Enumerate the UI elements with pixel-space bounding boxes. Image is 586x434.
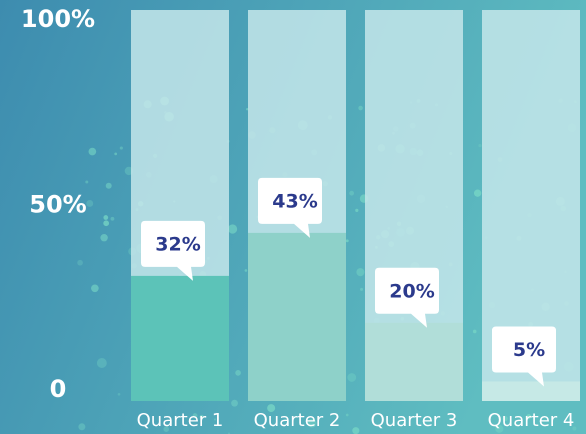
x-tick-label: Quarter 2 xyxy=(254,410,341,431)
value-label: 32% xyxy=(155,233,200,255)
x-tick-label: Quarter 4 xyxy=(488,410,575,431)
dot xyxy=(110,216,115,221)
dot xyxy=(96,358,107,368)
value-label: 43% xyxy=(272,190,317,212)
value-label: 5% xyxy=(513,339,545,361)
dot xyxy=(192,413,198,419)
bar xyxy=(365,322,463,401)
dot xyxy=(472,329,477,334)
dot xyxy=(231,399,238,407)
dot xyxy=(199,414,204,419)
bar xyxy=(482,381,580,401)
dot xyxy=(85,180,89,184)
callout-box xyxy=(141,220,205,281)
dot xyxy=(91,284,99,293)
dot xyxy=(355,208,359,212)
dot xyxy=(103,220,110,227)
bar xyxy=(248,232,346,401)
dot xyxy=(572,426,577,431)
dot xyxy=(356,268,365,277)
y-tick-label: 0 xyxy=(50,375,67,403)
dot xyxy=(345,413,349,417)
callout-box xyxy=(375,267,439,328)
dot xyxy=(163,426,169,432)
dot xyxy=(349,190,355,196)
y-tick-label: 100% xyxy=(21,5,95,33)
dot xyxy=(117,392,121,396)
dot xyxy=(114,152,118,156)
dot xyxy=(246,107,249,111)
dot xyxy=(345,239,349,243)
dot xyxy=(100,233,108,242)
dot xyxy=(77,259,83,266)
dot xyxy=(78,423,86,431)
dot xyxy=(235,370,241,376)
dot xyxy=(267,404,276,413)
dot xyxy=(105,182,112,189)
y-tick-label: 50% xyxy=(29,191,86,219)
bar xyxy=(131,275,229,401)
dot xyxy=(360,287,364,291)
dot xyxy=(478,143,482,148)
dot xyxy=(502,415,508,422)
dot xyxy=(103,215,109,220)
x-tick-label: Quarter 3 xyxy=(371,410,458,431)
dot xyxy=(495,424,504,433)
dot xyxy=(473,189,482,197)
dot xyxy=(307,418,317,428)
dot xyxy=(352,427,360,434)
dot xyxy=(88,147,97,156)
dot xyxy=(86,200,94,207)
dot xyxy=(347,373,357,382)
callout-box xyxy=(492,326,556,387)
callout-box xyxy=(258,177,322,238)
dot xyxy=(244,269,248,272)
value-label: 20% xyxy=(389,280,434,302)
dot xyxy=(227,224,238,234)
x-tick-label: Quarter 1 xyxy=(137,410,224,431)
dot xyxy=(119,146,123,150)
dot xyxy=(526,414,532,420)
dot xyxy=(213,418,216,421)
dot xyxy=(358,105,363,111)
